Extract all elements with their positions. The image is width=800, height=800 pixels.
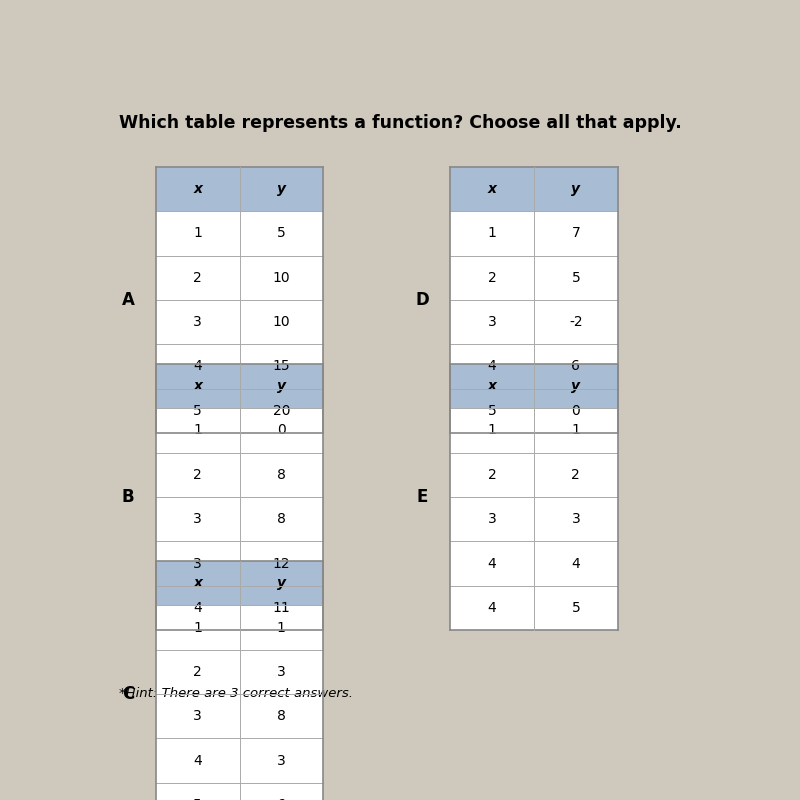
Text: B: B bbox=[122, 488, 134, 506]
Text: 2: 2 bbox=[194, 468, 202, 482]
Text: D: D bbox=[415, 291, 430, 309]
Text: 4: 4 bbox=[194, 754, 202, 768]
Text: 3: 3 bbox=[277, 754, 286, 768]
Text: 5: 5 bbox=[277, 226, 286, 240]
Bar bbox=[156, 561, 323, 800]
Text: 5: 5 bbox=[194, 404, 202, 418]
Text: y: y bbox=[277, 379, 286, 393]
Text: 4: 4 bbox=[488, 557, 497, 570]
Text: 5: 5 bbox=[571, 270, 580, 285]
Bar bbox=[156, 167, 323, 433]
Text: 4: 4 bbox=[571, 557, 580, 570]
Text: 1: 1 bbox=[488, 226, 497, 240]
Bar bbox=[450, 167, 618, 433]
Text: 0: 0 bbox=[277, 423, 286, 438]
Text: 4: 4 bbox=[488, 601, 497, 615]
Text: 4: 4 bbox=[194, 359, 202, 374]
Text: 3: 3 bbox=[488, 512, 497, 526]
Text: 2: 2 bbox=[571, 468, 580, 482]
Text: x: x bbox=[193, 182, 202, 196]
Text: 9: 9 bbox=[277, 798, 286, 800]
Text: x: x bbox=[193, 379, 202, 393]
Text: 8: 8 bbox=[277, 710, 286, 723]
Text: 4: 4 bbox=[488, 359, 497, 374]
Text: 1: 1 bbox=[488, 423, 497, 438]
Text: 5: 5 bbox=[571, 601, 580, 615]
Text: 2: 2 bbox=[194, 665, 202, 679]
Text: C: C bbox=[122, 685, 134, 703]
Text: 4: 4 bbox=[194, 601, 202, 615]
Bar bbox=[450, 364, 618, 408]
Text: 3: 3 bbox=[488, 315, 497, 329]
Text: 1: 1 bbox=[194, 423, 202, 438]
Text: x: x bbox=[488, 379, 497, 393]
Bar bbox=[156, 364, 323, 408]
Text: -2: -2 bbox=[569, 315, 582, 329]
Text: 7: 7 bbox=[571, 226, 580, 240]
Text: Which table represents a function? Choose all that apply.: Which table represents a function? Choos… bbox=[118, 114, 682, 133]
Text: 5: 5 bbox=[194, 798, 202, 800]
Text: 2: 2 bbox=[488, 270, 497, 285]
Text: x: x bbox=[193, 576, 202, 590]
Text: 10: 10 bbox=[273, 315, 290, 329]
Text: 3: 3 bbox=[194, 512, 202, 526]
Text: 2: 2 bbox=[194, 270, 202, 285]
Text: 5: 5 bbox=[488, 404, 497, 418]
Bar bbox=[450, 364, 618, 630]
Text: 15: 15 bbox=[273, 359, 290, 374]
Text: 1: 1 bbox=[277, 621, 286, 634]
Text: *Hint: There are 3 correct answers.: *Hint: There are 3 correct answers. bbox=[118, 686, 353, 700]
Text: 3: 3 bbox=[571, 512, 580, 526]
Text: 1: 1 bbox=[194, 226, 202, 240]
Bar bbox=[450, 167, 618, 211]
Text: 3: 3 bbox=[277, 665, 286, 679]
Text: y: y bbox=[571, 182, 580, 196]
Text: 3: 3 bbox=[194, 557, 202, 570]
Text: E: E bbox=[417, 488, 428, 506]
Text: y: y bbox=[277, 576, 286, 590]
Text: 10: 10 bbox=[273, 270, 290, 285]
Text: 8: 8 bbox=[277, 468, 286, 482]
Text: 2: 2 bbox=[488, 468, 497, 482]
Text: 12: 12 bbox=[273, 557, 290, 570]
Text: y: y bbox=[571, 379, 580, 393]
Text: 3: 3 bbox=[194, 315, 202, 329]
Text: 0: 0 bbox=[571, 404, 580, 418]
Text: 1: 1 bbox=[194, 621, 202, 634]
Bar bbox=[156, 561, 323, 606]
Text: A: A bbox=[122, 291, 134, 309]
Text: 20: 20 bbox=[273, 404, 290, 418]
Text: 1: 1 bbox=[571, 423, 580, 438]
Text: 11: 11 bbox=[273, 601, 290, 615]
Bar bbox=[156, 364, 323, 630]
Text: y: y bbox=[277, 182, 286, 196]
Text: 6: 6 bbox=[571, 359, 580, 374]
Bar bbox=[156, 167, 323, 211]
Text: 8: 8 bbox=[277, 512, 286, 526]
Text: 3: 3 bbox=[194, 710, 202, 723]
Text: x: x bbox=[488, 182, 497, 196]
